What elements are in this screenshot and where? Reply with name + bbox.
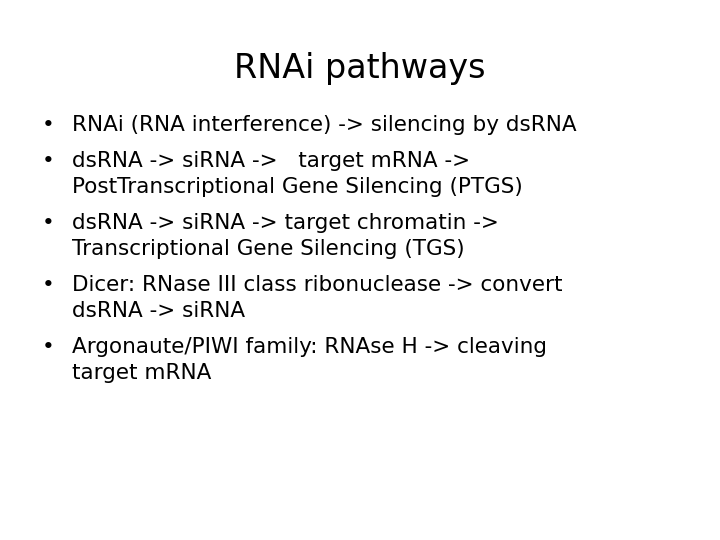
Text: dsRNA -> siRNA -> target chromatin ->: dsRNA -> siRNA -> target chromatin -> xyxy=(72,213,499,233)
Text: •: • xyxy=(42,213,55,233)
Text: target mRNA: target mRNA xyxy=(72,363,212,383)
Text: Argonaute/PIWI family: RNAse H -> cleaving: Argonaute/PIWI family: RNAse H -> cleavi… xyxy=(72,337,547,357)
Text: Transcriptional Gene Silencing (TGS): Transcriptional Gene Silencing (TGS) xyxy=(72,239,464,259)
Text: •: • xyxy=(42,151,55,171)
Text: PostTranscriptional Gene Silencing (PTGS): PostTranscriptional Gene Silencing (PTGS… xyxy=(72,177,523,197)
Text: Dicer: RNase III class ribonuclease -> convert: Dicer: RNase III class ribonuclease -> c… xyxy=(72,275,562,295)
Text: dsRNA -> siRNA: dsRNA -> siRNA xyxy=(72,301,245,321)
Text: •: • xyxy=(42,275,55,295)
Text: dsRNA -> siRNA ->   target mRNA ->: dsRNA -> siRNA -> target mRNA -> xyxy=(72,151,470,171)
Text: RNAi pathways: RNAi pathways xyxy=(234,52,486,85)
Text: •: • xyxy=(42,337,55,357)
Text: RNAi (RNA interference) -> silencing by dsRNA: RNAi (RNA interference) -> silencing by … xyxy=(72,115,577,135)
Text: •: • xyxy=(42,115,55,135)
